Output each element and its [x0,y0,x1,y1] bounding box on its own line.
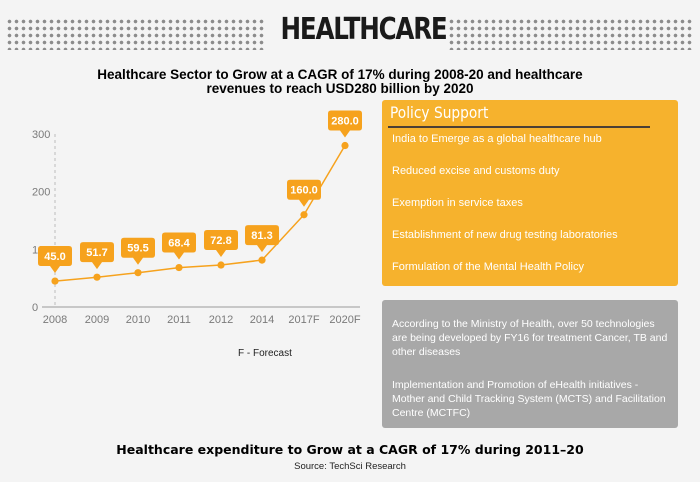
data-point [258,256,266,264]
data-label: 81.3 [251,230,272,242]
data-label-callout [38,246,72,274]
x-tick-label: 2010 [126,314,150,326]
y-tick-label: 200 [32,187,50,199]
x-tick-label: 2011 [167,314,191,326]
y-tick-label: 0 [32,302,38,314]
data-label: 45.0 [44,251,65,263]
chart-heading-line2: revenues to reach USD280 billion by 2020 [206,81,474,96]
data-label: 160.0 [290,185,318,197]
data-point [93,273,101,281]
data-label-callout [162,232,196,260]
chart-heading-line1: Healthcare Sector to Grow at a CAGR of 1… [97,67,583,82]
dot-pattern-right [448,18,694,50]
data-label-callout [80,242,114,270]
policy-item: Establishment of new drug testing labora… [392,229,618,241]
policy-item: Exemption in service taxes [392,197,523,209]
data-label: 51.7 [86,247,107,259]
data-point [300,211,308,219]
policy-support-panel: Policy Support India to Emerge as a glob… [382,100,678,286]
page-title: HEALTHCARE [280,12,448,47]
x-tick-label: 2020F [329,314,360,326]
source-note: Source: TechSci Research [294,461,406,472]
data-label-callout [204,230,238,258]
data-point [341,141,349,150]
revenue-line-chart: 01002003002008200920102011201220142017F2… [32,110,362,326]
policy-divider [388,126,650,128]
data-label: 280.0 [331,116,359,128]
policy-item: Formulation of the Mental Health Policy [392,261,584,273]
expenditure-heading: Healthcare expenditure to Grow at a CAGR… [116,442,584,457]
x-tick-label: 2012 [209,314,233,326]
forecast-note: F - Forecast [238,348,292,359]
policy-title: Policy Support [390,103,489,122]
data-label-callout [245,225,279,253]
policy-item: Reduced excise and customs duty [392,165,560,177]
info-paragraph: According to the Ministry of Health, ove… [392,318,668,358]
data-label: 72.8 [210,235,231,247]
policy-item: India to Emerge as a global healthcare h… [392,133,602,145]
ministry-info-panel: According to the Ministry of Health, ove… [382,300,678,428]
x-tick-label: 2008 [43,314,67,326]
series-line [54,145,346,282]
y-tick-label: 300 [32,129,50,141]
data-point [134,269,142,277]
x-tick-label: 2014 [250,314,274,326]
data-label-callout [328,110,362,138]
chart-heading: Healthcare Sector to Grow at a CAGR of 1… [40,68,640,96]
data-label-callout [121,237,155,265]
x-tick-label: 2017F [288,314,319,326]
x-tick-label: 2009 [85,314,109,326]
data-label: 59.5 [127,243,148,255]
data-label-callout [287,179,321,207]
data-label: 68.4 [168,238,190,250]
data-point [51,277,59,285]
info-paragraph: Implementation and Promotion of eHealth … [392,379,666,419]
data-point [217,261,225,269]
dot-pattern-left [6,18,264,50]
data-point [175,263,183,272]
